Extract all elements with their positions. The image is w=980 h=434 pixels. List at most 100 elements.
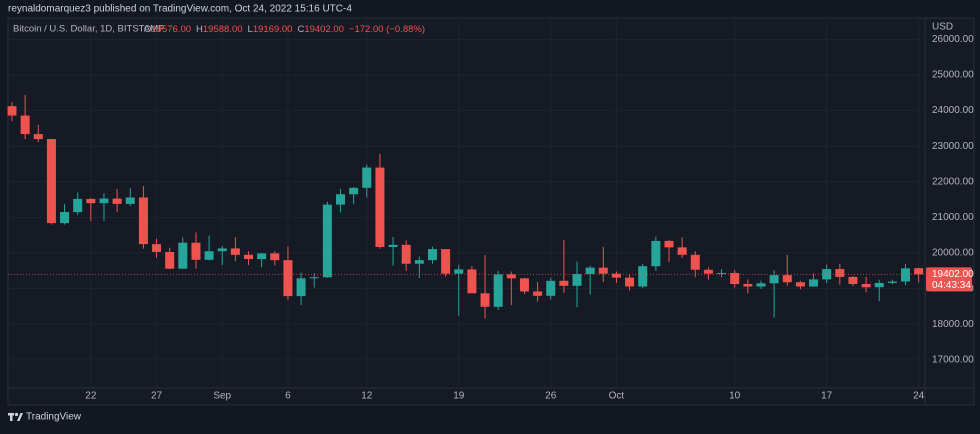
y-tick-label: 17000.00 xyxy=(932,355,974,366)
candle-body xyxy=(46,139,56,224)
candle-body xyxy=(677,247,687,255)
candle-body xyxy=(60,212,70,224)
y-tick-label: 25000.00 xyxy=(932,70,974,81)
x-tick-label: 12 xyxy=(361,391,373,402)
legend-key: O xyxy=(144,24,151,35)
candle-body xyxy=(861,284,871,288)
candle-body xyxy=(152,244,162,252)
x-tick-label: 17 xyxy=(821,391,833,402)
y-tick-label: 21000.00 xyxy=(932,212,974,223)
candle-body xyxy=(270,253,280,261)
candle-body xyxy=(349,187,359,195)
candle-body xyxy=(138,197,148,245)
candle-body xyxy=(86,198,96,204)
candle-body xyxy=(480,293,490,307)
candle-body xyxy=(322,204,332,278)
candle-body xyxy=(283,260,293,297)
candle-body xyxy=(690,254,700,270)
candle-body xyxy=(33,134,43,140)
candle-body xyxy=(441,249,451,274)
candle-body xyxy=(743,284,753,287)
candle-body xyxy=(414,260,424,264)
candle-body xyxy=(887,281,897,283)
candle-body xyxy=(375,167,385,247)
candle-body xyxy=(217,248,227,252)
grid xyxy=(8,18,925,388)
y-tick-label: 22000.00 xyxy=(932,176,974,187)
legend-value: 19576.00 xyxy=(151,24,191,35)
candle-body xyxy=(546,280,556,296)
x-tick-label: Oct xyxy=(609,391,625,402)
candle-body xyxy=(585,267,595,275)
candle-body xyxy=(7,106,17,116)
tv-logo xyxy=(8,412,23,421)
y-tick-label: 26000.00 xyxy=(932,34,974,45)
y-tick-label: 18000.00 xyxy=(932,319,974,330)
legend-value: 19402.00 xyxy=(304,24,344,35)
candle-body xyxy=(822,269,832,280)
x-tick-label: 24 xyxy=(913,391,925,402)
countdown: 04:43:34 xyxy=(932,280,971,291)
candle-body xyxy=(230,248,240,255)
candle-body xyxy=(191,242,201,260)
candle-body xyxy=(519,278,529,292)
candle-body xyxy=(835,269,845,277)
currency-label: USD xyxy=(932,22,953,33)
candle-body xyxy=(611,273,621,278)
candle-body xyxy=(638,266,648,287)
candle-body xyxy=(244,254,254,260)
candle-body xyxy=(257,253,267,260)
candle-body xyxy=(388,244,398,247)
legend-key: H xyxy=(196,24,203,35)
publisher-line: reynaldomarquez3 published on TradingVie… xyxy=(8,4,352,15)
x-tick-label: 26 xyxy=(545,391,557,402)
candle-body xyxy=(73,198,83,213)
candle-body xyxy=(717,272,727,274)
candle-body xyxy=(427,249,437,261)
x-tick-label: 19 xyxy=(453,391,465,402)
candle-body xyxy=(401,244,411,264)
legend-key: C xyxy=(297,24,304,35)
last-price-tag xyxy=(926,267,972,292)
y-tick-label: 20000.00 xyxy=(932,248,974,259)
candle-body xyxy=(125,197,135,204)
candle-body xyxy=(795,282,805,287)
legend-change: −172.00 (−0.88%) xyxy=(349,24,425,35)
last-price-label: 19402.00 xyxy=(932,269,974,280)
candle-body xyxy=(809,279,819,287)
candle-body xyxy=(178,242,188,269)
candle-body xyxy=(204,251,214,260)
chart-pane xyxy=(7,17,975,406)
candle-body xyxy=(848,276,858,285)
candle-body xyxy=(309,277,319,279)
ohlc-legend: O19576.00 H19588.00 L19169.00 C19402.00 −172… xyxy=(144,24,425,35)
candle-body xyxy=(703,269,713,274)
x-tick-label: 10 xyxy=(729,391,741,402)
symbol-title: Bitcoin / U.S. Dollar, 1D, BITSTAMP xyxy=(13,24,164,35)
candle-body xyxy=(467,269,477,294)
candles xyxy=(7,94,924,319)
x-tick-label: 6 xyxy=(285,391,291,402)
candle-body xyxy=(572,274,582,286)
candle-body xyxy=(99,198,109,204)
candle-body xyxy=(454,269,464,274)
x-tick-label: 22 xyxy=(85,391,97,402)
x-tick-label: 27 xyxy=(151,391,163,402)
candle-body xyxy=(914,268,924,275)
candle-body xyxy=(756,283,766,287)
y-tick-label: 23000.00 xyxy=(932,141,974,152)
candle-body xyxy=(506,274,516,279)
candle-body xyxy=(625,277,635,287)
candle-body xyxy=(533,291,543,296)
candle-body xyxy=(20,115,30,135)
candle-body xyxy=(769,275,779,284)
legend-key: L xyxy=(248,24,253,35)
candle-body xyxy=(874,282,884,288)
candle-body xyxy=(598,267,608,274)
brand: TradingView xyxy=(26,412,82,423)
y-tick-label: 24000.00 xyxy=(932,105,974,116)
candle-body xyxy=(493,274,503,307)
candle-body xyxy=(362,167,372,188)
candle-body xyxy=(901,268,911,282)
